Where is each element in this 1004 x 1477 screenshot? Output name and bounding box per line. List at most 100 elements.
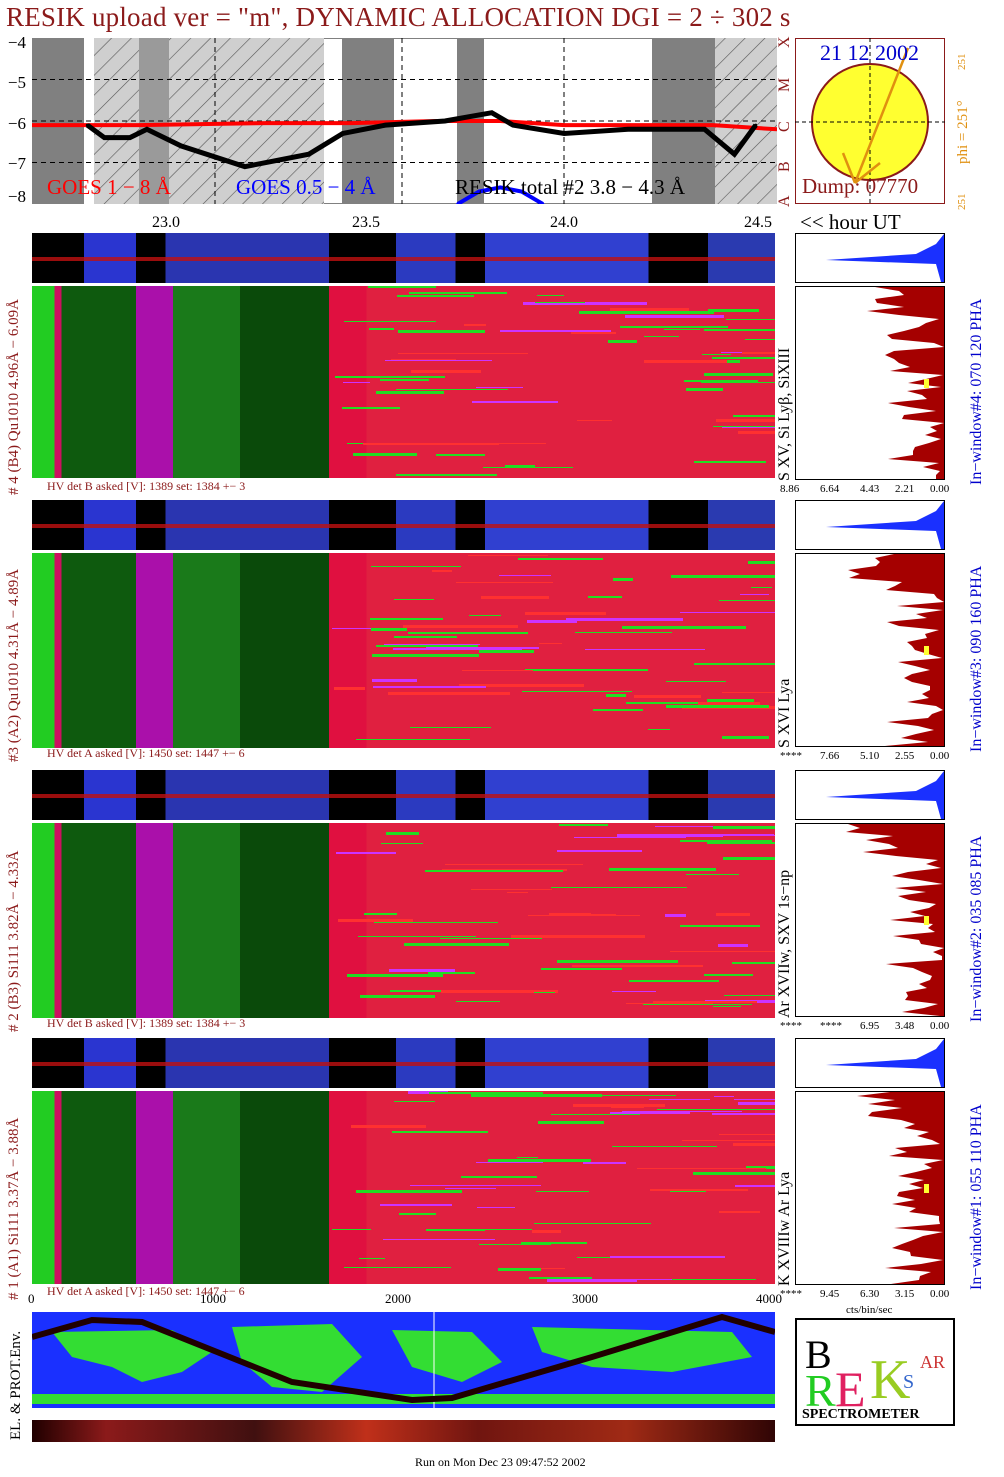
pha-tick: **** (820, 1020, 842, 1032)
pha-unit: cts/bin/sec (846, 1304, 893, 1316)
series-point (477, 190, 481, 194)
channel-left-label: # 1 (A1) Si111 3.37Å − 3.88Å (6, 1117, 22, 1300)
series-point (307, 152, 311, 156)
pha-histogram-red (795, 286, 945, 480)
series-point (626, 127, 630, 131)
series-line (32, 119, 777, 132)
pha-histogram-blue (795, 770, 945, 820)
x-tick: 23.5 (352, 214, 380, 231)
series-point (349, 121, 353, 125)
pha-tick: 0.00 (930, 1288, 950, 1300)
class-letter: X (776, 36, 793, 48)
channel-overview-strip (32, 1038, 775, 1088)
pha-histogram-blue (795, 500, 945, 550)
series-point (490, 111, 494, 115)
class-letter: C (776, 121, 793, 132)
pha-tick: **** (780, 1288, 802, 1300)
channel-overview-strip (32, 233, 775, 283)
channel-line-label: S XV, Si Lyβ, SiXIII (776, 347, 793, 481)
bin-tick: 1000 (200, 1291, 226, 1306)
dump-label: Dump: 07770 (802, 174, 919, 198)
series-point (243, 165, 247, 169)
pha-histogram-red (795, 823, 945, 1017)
pha-histogram-red (795, 1091, 945, 1285)
channel-spectrogram (32, 286, 775, 478)
logo-text: SPECTROMETER (802, 1407, 920, 1422)
y-tick: −4 (7, 33, 26, 52)
world-map (32, 1312, 775, 1408)
series-point (498, 185, 502, 189)
pha-histogram-red (795, 553, 945, 747)
channel-left-label: # 4 (B4) Qu1010 4.96Å − 6.09Å (6, 299, 22, 495)
channel-spectrogram (32, 1091, 775, 1284)
pha-tick: 6.30 (860, 1288, 880, 1300)
series-point (85, 123, 89, 127)
svg-text:E: E (835, 1361, 866, 1417)
x-tick: 24.5 (744, 214, 772, 231)
channel-line-label: Ar XVIIw, SXV 1s−np (776, 869, 793, 1018)
series-point (711, 123, 715, 127)
svg-text:K: K (870, 1349, 910, 1411)
bin-tick: 3000 (572, 1291, 598, 1306)
svg-text:R: R (805, 1365, 836, 1416)
pha-tick: 4.43 (860, 483, 880, 495)
goes-lightcurve-plot (32, 38, 777, 204)
pha-tick: 0.00 (930, 750, 950, 762)
class-letter: B (776, 161, 793, 172)
series-point (754, 123, 758, 127)
channel-spectrogram (32, 553, 775, 748)
bin-tick: 0 (28, 1291, 35, 1306)
y-tick: −7 (7, 154, 26, 173)
pha-tick: 9.45 (820, 1288, 840, 1300)
hv-readout: HV det B asked [V]: 1389 set: 1384 +− 3 (47, 479, 246, 493)
pha-tick: 5.10 (860, 750, 880, 762)
window-label: In−window#3: 090 160 PHA (968, 565, 985, 752)
footer-runtime: Run on Mon Dec 23 09:47:52 2002 (415, 1455, 586, 1469)
svg-text:AR: AR (920, 1352, 945, 1372)
series-point (511, 123, 515, 127)
channel-overview-strip (32, 770, 775, 820)
pha-tick: 8.86 (780, 483, 800, 495)
pha-tick: 2.55 (895, 750, 915, 762)
y-tick: −6 (7, 114, 26, 133)
phi-bottom: 251 (956, 193, 968, 211)
series-point (128, 136, 132, 140)
channel-overview-strip (32, 500, 775, 550)
series-point (136, 123, 140, 127)
x-tick: 24.0 (550, 214, 578, 231)
page-title: RESIK upload ver = "m", DYNAMIC ALLOCATI… (6, 2, 791, 32)
series-point (179, 144, 183, 148)
svg-text:B: B (805, 1332, 832, 1377)
series-point (145, 127, 149, 131)
channel-left-label: #3 (A2) Qu1010 4.31Å − 4.89Å (6, 568, 22, 762)
window-label: In−window#4: 070 120 PHA (968, 298, 985, 485)
hv-readout: HV det B asked [V]: 1389 set: 1384 +− 3 (47, 1016, 246, 1030)
phi-label: phi = 251° (955, 100, 971, 164)
channel-spectrogram (32, 823, 775, 1018)
series-point (647, 123, 651, 127)
series-point (732, 152, 736, 156)
series-point (443, 119, 447, 123)
channel-left-label: # 2 (B3) Si111 3.82Å − 4.33Å (6, 850, 22, 1032)
channel-line-label: S XVI Lya (776, 678, 793, 748)
legend-resik: RESIK total #2 3.8 − 4.3 Å (455, 175, 686, 199)
pha-tick: **** (780, 1020, 802, 1032)
y-tick: −8 (7, 187, 26, 206)
svg-text:S: S (903, 1371, 914, 1393)
series-point (703, 127, 707, 131)
pha-histogram-blue (795, 1038, 945, 1088)
bin-tick: 2000 (385, 1291, 411, 1306)
window-label: In−window#2: 035 085 PHA (968, 835, 985, 1022)
window-label: In−window#1: 055 110 PHA (968, 1104, 985, 1290)
pha-histogram-blue (795, 233, 945, 283)
sun-disk (795, 38, 945, 204)
eclipse-band (32, 38, 84, 204)
pha-tick: 3.15 (895, 1288, 915, 1300)
hour-ut-label: << hour UT (800, 210, 901, 234)
series-point (264, 121, 268, 125)
resik-logo: B R E K S AR (795, 1318, 955, 1426)
legend-goes1: GOES 1 − 8 Å (47, 175, 171, 199)
y-tick: −5 (7, 73, 26, 92)
pha-tick: **** (780, 750, 802, 762)
series-point (562, 123, 566, 127)
